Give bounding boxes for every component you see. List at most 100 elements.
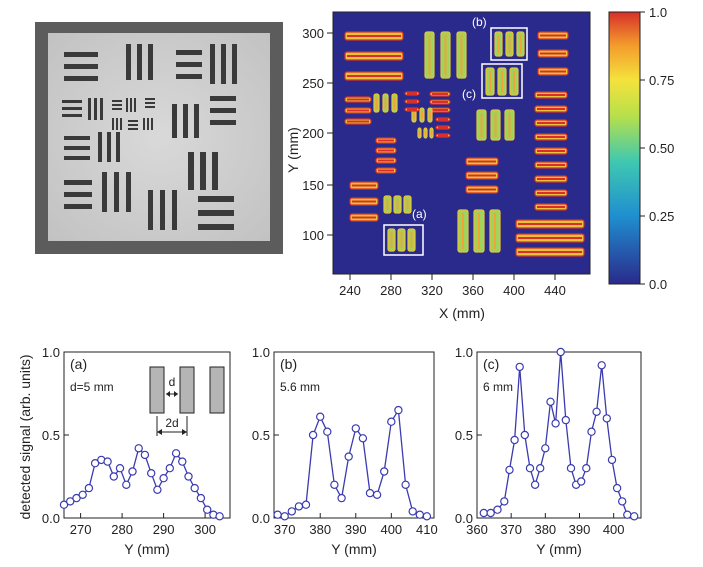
heatmap-y-tick-label: 150 [302, 178, 324, 193]
heatmap-bar-core [430, 131, 433, 135]
y-tick-label: 0.5 [252, 428, 270, 443]
x-tick-label: 380 [309, 522, 331, 537]
data-point [153, 485, 162, 494]
heatmap-bar-core [537, 108, 565, 110]
data-point [536, 464, 545, 473]
heatmap-bar-core [494, 213, 496, 249]
heatmap-bar-core [438, 134, 448, 137]
heatmap-bar-core [508, 35, 511, 53]
data-point [500, 497, 509, 506]
data-point [72, 493, 81, 503]
heatmap-x-ticks: 240 280 320 360 400 440 [339, 274, 566, 298]
panel-label: (c) [483, 356, 499, 372]
data-point [109, 472, 119, 481]
heatmap-bar-core [508, 113, 511, 137]
heatmap-bar-core [432, 93, 448, 95]
x-tick-label: 290 [153, 522, 175, 537]
heatmap-x-tick-label: 400 [503, 283, 525, 298]
heatmap-bar-core [468, 160, 496, 163]
heatmap-y-tick-label: 300 [302, 26, 324, 41]
data-point [273, 510, 282, 519]
data-point [65, 497, 75, 506]
data-point [344, 452, 353, 461]
data-point [78, 490, 87, 499]
heatmap-bar-core [438, 118, 448, 121]
heatmap-y-tick-label: 200 [302, 126, 324, 141]
heatmap-bar-core [432, 101, 448, 103]
data-point [337, 493, 346, 503]
heatmap-x-tick-label: 280 [380, 283, 402, 298]
heatmap-bar-core [478, 213, 480, 249]
y-tick-label: 0.0 [455, 511, 473, 526]
target-photo [35, 22, 283, 254]
heatmap-bar-core [537, 178, 565, 180]
heatmap-bar-core [418, 131, 421, 135]
heatmap-bar-core [537, 192, 565, 194]
data-point [530, 480, 540, 489]
heatmap-y-tick-label: 100 [302, 228, 324, 243]
heatmap-bar-core [501, 71, 503, 92]
data-point [294, 502, 304, 511]
colorbar-gradient [608, 11, 641, 285]
y-tick-label: 1.0 [252, 345, 270, 360]
heatmap-bar-core [406, 199, 409, 210]
data-point [159, 474, 168, 483]
colorbar-tick-label: 0.25 [649, 209, 674, 224]
heatmap-bar-core [518, 223, 582, 225]
data-point [551, 419, 560, 428]
x-tick-label: 390 [569, 522, 591, 537]
colorbar-tick-label: 0.75 [649, 73, 674, 88]
inset-label-d: d [169, 375, 176, 389]
heatmap-bar-core [407, 100, 417, 103]
heatmap-bar-core [410, 232, 413, 248]
data-point [408, 507, 417, 516]
data-point [351, 424, 360, 433]
series-line [63, 447, 220, 517]
data-point [577, 477, 586, 486]
data-point [196, 493, 206, 503]
data-point [607, 455, 617, 465]
roi-box-a [383, 224, 424, 256]
data-point [561, 415, 571, 425]
panel-annotation: d=5 mm [70, 380, 114, 394]
data-point [630, 512, 639, 521]
x-tick-label: 300 [194, 522, 216, 537]
heatmap-bar-core [537, 136, 565, 138]
data-point [146, 469, 156, 478]
heatmap-x-tick-label: 240 [339, 283, 361, 298]
x-axis-label: Y (mm) [124, 541, 170, 557]
data-point [365, 488, 375, 498]
data-point [316, 412, 325, 421]
data-point [215, 512, 224, 521]
heatmap-bar-core [347, 55, 401, 57]
heatmap-bar-core [497, 35, 500, 53]
heatmap-bar-core [390, 232, 393, 248]
data-point [171, 449, 181, 458]
data-point [90, 459, 100, 468]
heatmap-bar-core [537, 94, 565, 96]
data-point [115, 464, 125, 473]
data-point [422, 512, 432, 521]
data-point [394, 405, 403, 415]
heatmap-bar-core [378, 149, 394, 152]
data-point [165, 464, 174, 473]
heatmap-bar-core [537, 150, 565, 152]
panel-annotation: 5.6 mm [280, 380, 320, 394]
x-tick-label: 270 [70, 522, 92, 537]
roi-label-c: (c) [462, 87, 476, 101]
heatmap-bar-core [393, 97, 396, 109]
data-point [602, 414, 612, 423]
data-point [479, 508, 488, 518]
colorbar-tick-label: 0.0 [649, 277, 667, 292]
heatmap-bar-core [494, 113, 497, 137]
heatmap-bar-core [396, 199, 399, 210]
heatmap-bar-core [518, 251, 582, 253]
roi-box-c [481, 63, 523, 99]
data-point [323, 427, 332, 436]
roi-label-b: (b) [472, 15, 487, 29]
data-point [415, 510, 424, 519]
heatmap-bar-core [518, 237, 582, 239]
heatmap-bar-core [429, 111, 431, 119]
data-point [541, 444, 550, 453]
heatmap-bar-core [489, 71, 491, 92]
